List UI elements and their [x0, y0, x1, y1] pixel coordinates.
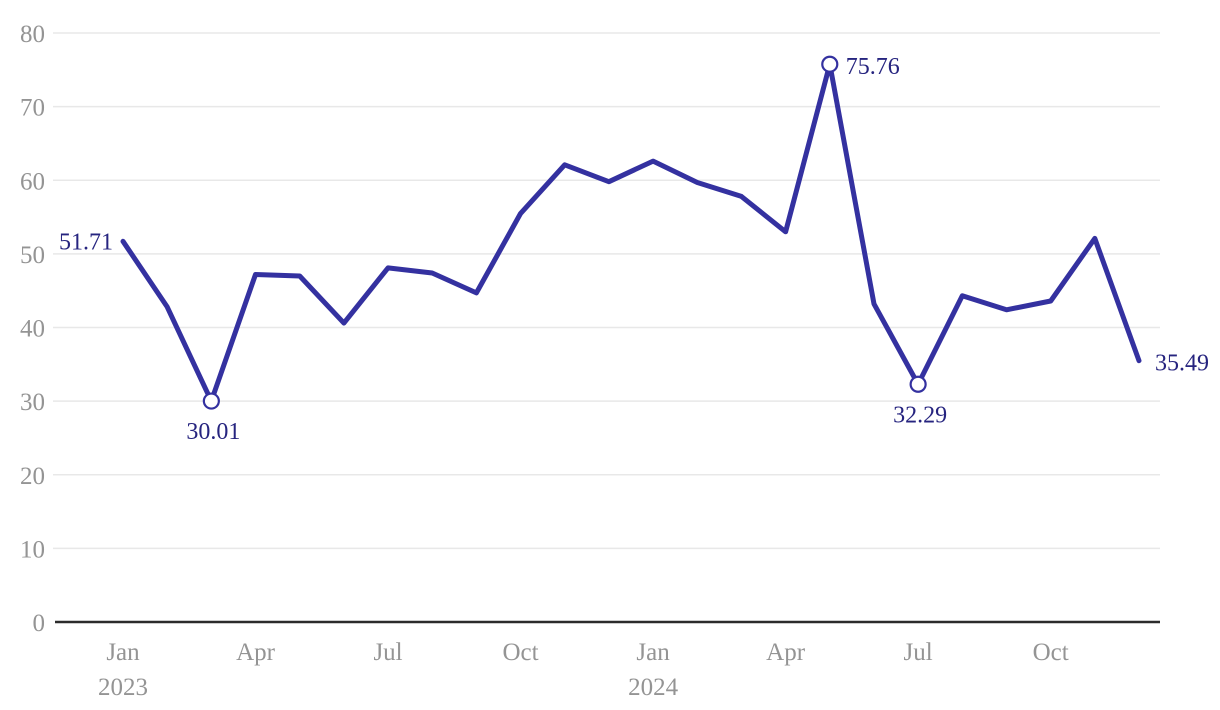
- data-point-marker: [821, 55, 839, 73]
- y-tick-label: 80: [20, 21, 45, 48]
- x-tick-label: Apr: [236, 639, 276, 666]
- x-tick-label: Oct: [1033, 639, 1069, 666]
- y-tick-label: 60: [20, 168, 45, 195]
- x-tick-label: Jul: [904, 639, 933, 666]
- data-point-marker: [202, 392, 220, 410]
- x-tick-year-label: 2023: [98, 674, 148, 701]
- x-tick-label: Jul: [373, 639, 402, 666]
- x-tick-label: Oct: [503, 639, 539, 666]
- data-point-label: 51.71: [59, 229, 113, 255]
- x-tick-label: Jan: [106, 639, 140, 666]
- data-point-marker: [909, 375, 927, 393]
- data-point-label: 32.29: [893, 402, 947, 428]
- y-tick-label: 70: [20, 95, 45, 122]
- data-line: [120, 61, 1142, 404]
- y-tick-label: 0: [33, 610, 46, 637]
- y-tick-label: 10: [20, 536, 45, 563]
- y-tick-label: 30: [20, 389, 45, 416]
- y-tick-label: 40: [20, 316, 45, 343]
- y-tick-label: 20: [20, 463, 45, 490]
- x-tick-label: Apr: [766, 639, 806, 666]
- data-point-label: 35.49: [1155, 351, 1209, 377]
- data-point-label: 30.01: [186, 419, 240, 445]
- x-tick-year-label: 2024: [628, 674, 679, 701]
- x-tick-label: Jan: [636, 639, 670, 666]
- y-tick-label: 50: [20, 242, 45, 269]
- data-point-label: 75.76: [846, 54, 900, 80]
